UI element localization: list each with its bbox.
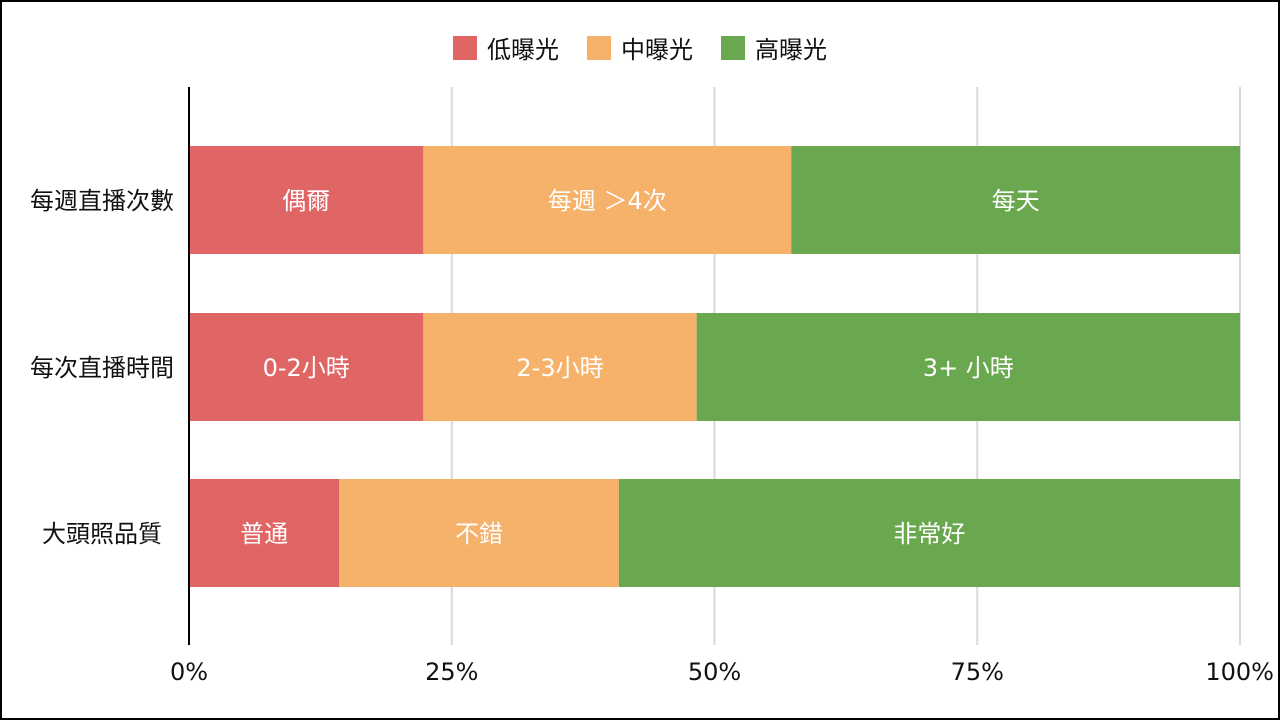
bar-segment [189,479,340,587]
legend-item-high: 高曝光 [721,30,827,65]
bar-segment [423,313,697,421]
x-tick-label: 50% [688,658,741,686]
bar-data-label: 每天 [992,187,1040,215]
bar-data-label: 每週 ＞4次 [548,187,667,215]
legend: 低曝光 中曝光 高曝光 [0,30,1280,65]
y-tick-label: 大頭照品質 [42,520,162,548]
bar-segment [423,146,792,254]
legend-label-mid: 中曝光 [621,36,693,64]
bar-data-label: 0-2小時 [263,354,350,382]
bar-data-label: 偶爾 [282,187,330,215]
legend-item-low: 低曝光 [453,30,559,65]
bar-segment [696,313,1240,421]
bar-segment [618,479,1240,587]
bar-segment [189,313,424,421]
legend-item-mid: 中曝光 [587,30,693,65]
x-tick-label: 25% [425,658,478,686]
bar-data-label: 3+ 小時 [923,354,1014,382]
legend-label-high: 高曝光 [755,36,827,64]
legend-label-low: 低曝光 [487,36,559,64]
legend-swatch-low [453,35,477,60]
y-tick-label: 每次直播時間 [30,354,174,382]
bar-data-label: 2-3小時 [516,354,603,382]
y-tick-label: 每週直播次數 [30,187,174,215]
x-tick-label: 0% [170,658,208,686]
bar-segment [189,146,424,254]
x-tick-label: 100% [1205,658,1274,686]
legend-swatch-high [721,35,745,60]
bar-segment [339,479,619,587]
x-tick-label: 75% [951,658,1004,686]
legend-swatch-mid [587,35,611,60]
bar-data-label: 普通 [240,520,288,548]
bar-data-label: 不錯 [455,520,503,548]
bar-data-label: 非常好 [893,520,965,548]
bar-segment [791,146,1240,254]
